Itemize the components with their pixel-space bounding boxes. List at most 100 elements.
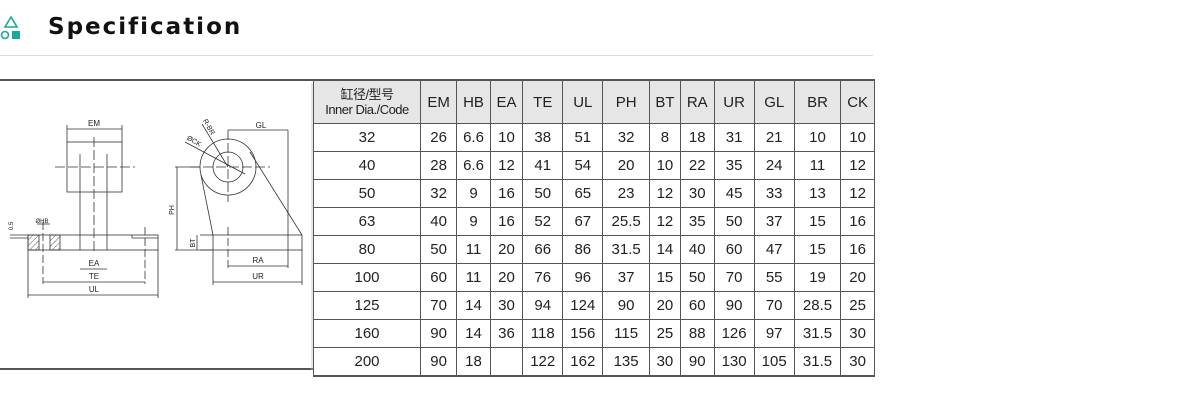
ul-label: UL [89, 285, 100, 294]
value-cell: 50 [713, 207, 755, 236]
value-cell: 24 [753, 151, 795, 180]
value-cell: 20 [489, 235, 524, 264]
column-header-br: BR [793, 79, 842, 124]
value-cell: 90 [713, 291, 755, 320]
column-header-ur: UR [713, 79, 755, 124]
code-cell: 100 [313, 263, 421, 292]
ph-label: PH [169, 205, 176, 215]
table-row: 32 26 6.6 10 38 51 32 8 18 31 21 10 10 [313, 123, 875, 152]
value-cell: 10 [793, 123, 842, 152]
divider [0, 55, 873, 56]
value-cell: 66 [522, 235, 564, 264]
value-cell: 88 [679, 319, 715, 348]
value-cell: 156 [562, 319, 604, 348]
table-row: 80 50 11 20 66 86 31.5 14 40 60 47 15 16 [313, 235, 875, 264]
value-cell: 6.6 [456, 151, 491, 180]
value-cell: 60 [679, 291, 715, 320]
value-cell: 15 [793, 235, 842, 264]
column-header-bt: BT [648, 79, 681, 124]
value-cell: 11 [456, 235, 491, 264]
value-cell: 90 [602, 291, 650, 320]
code-cell: 32 [313, 123, 421, 152]
value-cell: 126 [713, 319, 755, 348]
table-row: 40 28 6.6 12 41 54 20 10 22 35 24 11 12 [313, 151, 875, 180]
value-cell: 52 [522, 207, 564, 236]
column-header-em: EM [419, 79, 458, 124]
value-cell: 32 [419, 179, 458, 208]
value-cell: 21 [753, 123, 795, 152]
column-header-ra: RA [679, 79, 715, 124]
value-cell: 54 [562, 151, 604, 180]
technical-drawing: EM EA TE UL ØHB 0.5 GL RA UR PH BT R-BR … [0, 79, 313, 370]
value-cell: 60 [713, 235, 755, 264]
code-cell: 80 [313, 235, 421, 264]
value-cell: 47 [753, 235, 795, 264]
table-row: 63 40 9 16 52 67 25.5 12 35 50 37 15 16 [313, 207, 875, 236]
value-cell: 16 [489, 207, 524, 236]
bt-label: BT [190, 238, 197, 248]
code-cell: 125 [313, 291, 421, 320]
value-cell: 60 [419, 263, 458, 292]
value-cell: 15 [648, 263, 681, 292]
value-cell: 97 [753, 319, 795, 348]
te-label: TE [89, 272, 99, 281]
front-view: EM EA TE UL ØHB 0.5 [9, 119, 159, 298]
value-cell: 13 [793, 179, 842, 208]
value-cell: 20 [489, 263, 524, 292]
value-cell: 70 [419, 291, 458, 320]
column-header-ul: UL [562, 79, 604, 124]
value-cell: 67 [562, 207, 604, 236]
code-header-en: Inner Dia./Code [325, 102, 409, 117]
value-cell: 28 [419, 151, 458, 180]
value-cell: 14 [648, 235, 681, 264]
value-cell: 18 [456, 347, 491, 377]
value-cell: 37 [753, 207, 795, 236]
br-label: R-BR [201, 118, 216, 136]
value-cell: 25 [648, 319, 681, 348]
value-cell: 15 [793, 207, 842, 236]
code-cell: 50 [313, 179, 421, 208]
value-cell: 51 [562, 123, 604, 152]
value-cell [489, 347, 524, 377]
value-cell: 12 [648, 179, 681, 208]
value-cell: 10 [648, 151, 681, 180]
value-cell: 115 [602, 319, 650, 348]
value-cell: 38 [522, 123, 564, 152]
value-cell: 50 [419, 235, 458, 264]
value-cell: 96 [562, 263, 604, 292]
table-row: 100 60 11 20 76 96 37 15 50 70 55 19 20 [313, 263, 875, 292]
code-header: 缸径/型号 Inner Dia./Code [313, 79, 421, 124]
code-cell: 200 [313, 347, 421, 377]
spec-table: 缸径/型号 Inner Dia./Code EM HB EA TE UL PH BT RA UR G… [313, 79, 875, 377]
value-cell: 8 [648, 123, 681, 152]
value-cell: 32 [602, 123, 650, 152]
hb-label: ØHB [35, 219, 48, 225]
gap-label: 0.5 [9, 221, 15, 230]
value-cell: 90 [679, 347, 715, 377]
ur-label: UR [252, 272, 264, 281]
value-cell: 40 [679, 235, 715, 264]
table-row: 200 90 18 122 162 135 30 90 130 105 31.5 30 [313, 347, 875, 377]
value-cell: 14 [456, 291, 491, 320]
value-cell: 124 [562, 291, 604, 320]
value-cell: 30 [840, 347, 875, 377]
value-cell: 40 [419, 207, 458, 236]
value-cell: 76 [522, 263, 564, 292]
em-label: EM [88, 119, 100, 128]
value-cell: 26 [419, 123, 458, 152]
value-cell: 25 [840, 291, 875, 320]
value-cell: 9 [456, 207, 491, 236]
section-header [0, 14, 24, 44]
value-cell: 14 [456, 319, 491, 348]
ra-label: RA [252, 256, 264, 265]
column-header-hb: HB [456, 79, 491, 124]
value-cell: 30 [679, 179, 715, 208]
value-cell: 9 [456, 179, 491, 208]
column-header-ph: PH [602, 79, 650, 124]
table-header-row: 缸径/型号 Inner Dia./Code EM HB EA TE UL PH BT RA UR G… [313, 79, 875, 124]
value-cell: 12 [840, 151, 875, 180]
value-cell: 12 [840, 179, 875, 208]
value-cell: 70 [753, 291, 795, 320]
value-cell: 22 [679, 151, 715, 180]
value-cell: 12 [489, 151, 524, 180]
